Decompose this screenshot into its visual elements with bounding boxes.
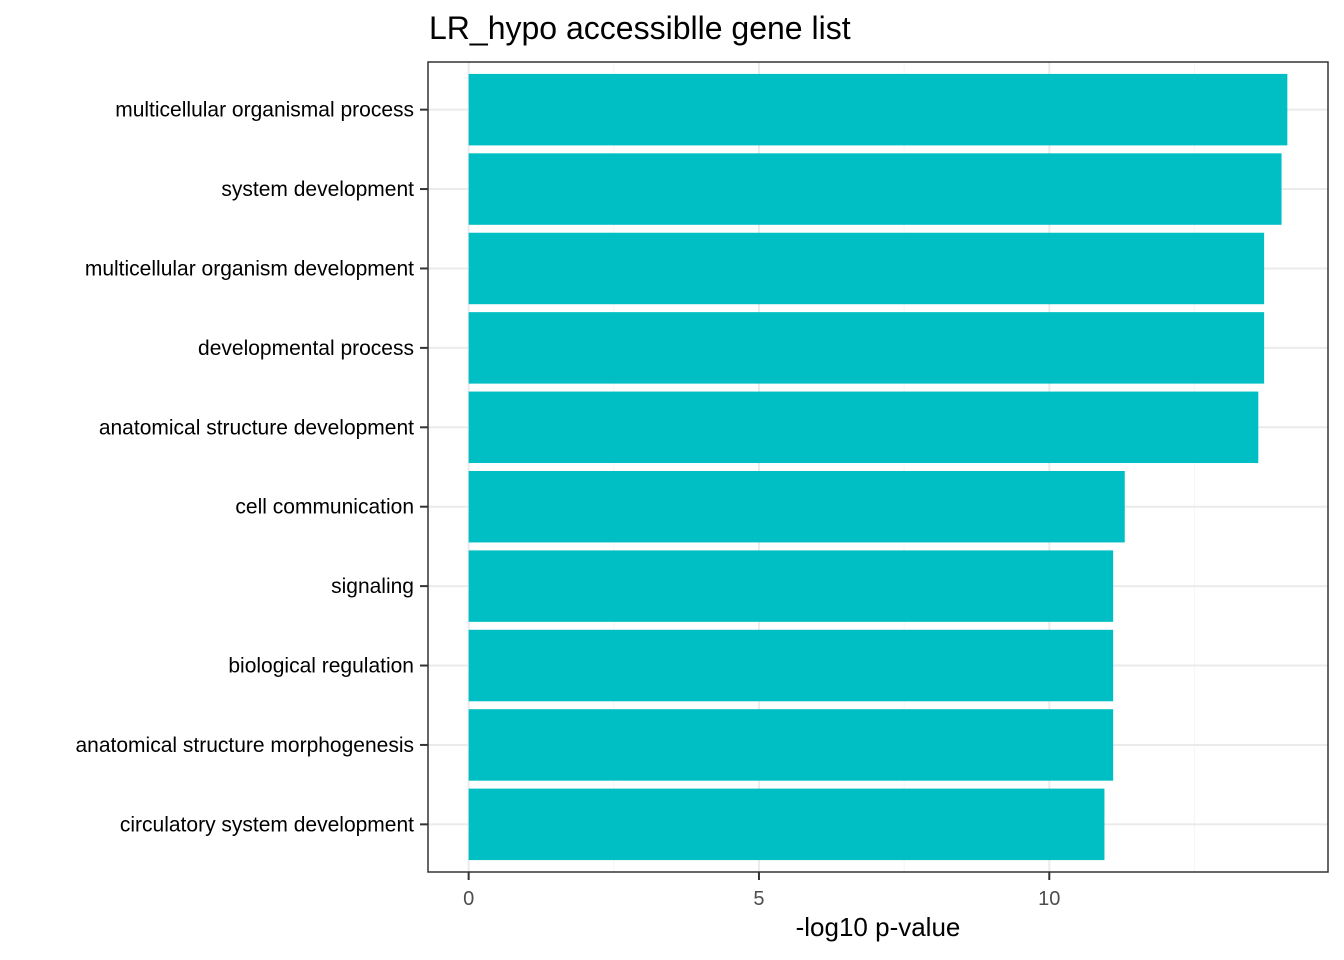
category-label: biological regulation (228, 655, 414, 678)
category-label: cell communication (235, 496, 414, 519)
x-axis-label: -log10 p-value (795, 912, 961, 942)
bar (468, 788, 1105, 861)
category-label: anatomical structure development (99, 416, 414, 439)
panel-border (427, 61, 1329, 873)
bar (468, 550, 1114, 622)
bar (468, 73, 1288, 146)
category-label: system development (221, 178, 414, 201)
x-tick-label: 10 (1038, 888, 1060, 910)
bar (468, 312, 1265, 384)
bar (468, 470, 1125, 543)
bar (468, 629, 1114, 702)
bar (468, 232, 1265, 305)
x-tick-label: 0 (463, 888, 474, 910)
category-label: circulatory system development (120, 813, 414, 836)
x-tick-label: 5 (753, 888, 764, 910)
category-label: multicellular organismal process (115, 99, 414, 122)
category-label: anatomical structure morphogenesis (75, 734, 414, 757)
bar (468, 391, 1259, 464)
category-label: developmental process (198, 337, 414, 360)
chart-title: LR_hypo accessiblle gene list (429, 10, 851, 46)
bar (468, 709, 1114, 781)
category-label: multicellular organism development (85, 257, 414, 280)
bar (468, 153, 1282, 225)
category-label: signaling (331, 575, 414, 598)
